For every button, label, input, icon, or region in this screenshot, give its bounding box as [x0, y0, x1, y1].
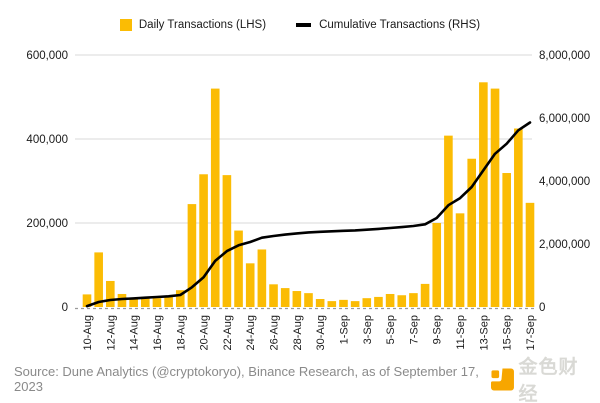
legend-item-cumulative: Cumulative Transactions (RHS) [296, 19, 480, 31]
daily-bar [245, 263, 255, 307]
daily-bar [152, 298, 162, 307]
x-axis-tick-label: 3-Sep [362, 315, 374, 344]
x-axis-tick-label: 13-Sep [478, 315, 490, 350]
daily-bar [129, 299, 138, 307]
x-axis-tick-label: 10-Aug [82, 315, 94, 350]
daily-bar [187, 204, 197, 307]
daily-bar [304, 293, 313, 307]
daily-bar [444, 135, 453, 307]
daily-bar [292, 291, 302, 307]
daily-bar [199, 174, 208, 307]
cumulative-series-swatch [296, 23, 312, 27]
x-axis-tick-label: 17-Sep [525, 315, 537, 350]
daily-bar [432, 223, 442, 307]
daily-bar [514, 128, 523, 307]
daily-bar [106, 280, 115, 307]
y-axis-left-tick-label: 0 [62, 302, 68, 314]
daily-bar [455, 213, 465, 307]
x-axis-tick-label: 7-Sep [408, 315, 420, 344]
x-axis-tick-label: 11-Sep [455, 315, 467, 350]
daily-bar [397, 295, 407, 307]
x-axis-tick-label: 20-Aug [199, 315, 211, 350]
y-axis-right-tick-label: 8,000,000 [539, 50, 590, 62]
daily-bar [327, 301, 337, 307]
x-axis-tick-label: 15-Sep [502, 315, 514, 350]
x-axis-tick-label: 16-Aug [152, 315, 164, 350]
x-axis-tick-label: 26-Aug [269, 315, 281, 350]
y-axis-right-tick-label: 6,000,000 [539, 113, 590, 125]
brand-name: 金色财经 [518, 357, 579, 403]
legend-item-daily: Daily Transactions (LHS) [119, 19, 267, 31]
legend-label-daily: Daily Transactions (LHS) [138, 19, 267, 31]
x-axis-tick-label: 12-Aug [105, 315, 117, 350]
daily-bar [94, 252, 103, 307]
daily-bar [479, 82, 488, 307]
x-axis-tick-label: 9-Sep [432, 315, 444, 344]
y-axis-right-tick-label: 0 [539, 302, 545, 314]
transactions-chart: 0 200,000 400,000 600,000 0 2,000,000 4,000,00… [26, 50, 590, 350]
daily-bar [175, 290, 185, 307]
y-axis-left-tick-label: 400,000 [26, 134, 68, 146]
daily-bar [257, 249, 267, 307]
chart-legend: Daily Transactions (LHS) Cumulative Tran… [0, 17, 600, 33]
daily-bar [490, 88, 500, 307]
daily-bar [525, 202, 535, 307]
x-axis-tick-label: 1-Sep [338, 315, 350, 344]
daily-bar [117, 293, 127, 307]
y-axis-left-tick-label: 200,000 [26, 218, 68, 230]
daily-bar [350, 301, 360, 307]
daily-bar [210, 88, 220, 307]
cumulative-line [85, 121, 532, 308]
legend-label-cumulative: Cumulative Transactions (RHS) [319, 19, 481, 31]
x-axis-tick-label: 28-Aug [292, 315, 304, 350]
x-axis-tick-label: 24-Aug [245, 315, 257, 350]
daily-bar [502, 173, 511, 307]
daily-bar [222, 175, 232, 307]
daily-bar [280, 288, 290, 307]
daily-bar [374, 296, 383, 307]
y-axis-right-tick-label: 2,000,000 [539, 239, 590, 251]
y-axis-right-tick-label: 4,000,000 [539, 176, 590, 188]
daily-bar [339, 299, 348, 307]
daily-bar [315, 299, 325, 307]
x-axis-tick-label: 30-Aug [315, 315, 327, 350]
daily-bar [385, 293, 395, 307]
daily-bar [362, 298, 372, 307]
source-attribution: Source: Dune Analytics (@cryptokoryo), B… [14, 364, 479, 394]
daily-bar [467, 158, 477, 307]
jinse-logo-icon [490, 368, 514, 390]
daily-bar [409, 293, 418, 307]
x-axis-tick-label: 5-Sep [385, 315, 397, 344]
x-axis-tick-label: 14-Aug [129, 315, 141, 350]
daily-bar [234, 230, 243, 307]
daily-bar [82, 294, 92, 307]
jinse-finance-logo: 金色财经 [490, 352, 595, 403]
daily-bar [140, 296, 150, 307]
y-axis-left-tick-label: 600,000 [26, 50, 68, 62]
daily-bar [420, 283, 430, 307]
daily-series-swatch [119, 19, 132, 31]
footer: Source: Dune Analytics (@cryptokoryo), B… [0, 357, 600, 403]
daily-bar [164, 296, 173, 307]
x-axis-tick-label: 18-Aug [175, 315, 187, 350]
daily-bar [269, 284, 278, 307]
x-axis-tick-label: 22-Aug [222, 315, 234, 350]
